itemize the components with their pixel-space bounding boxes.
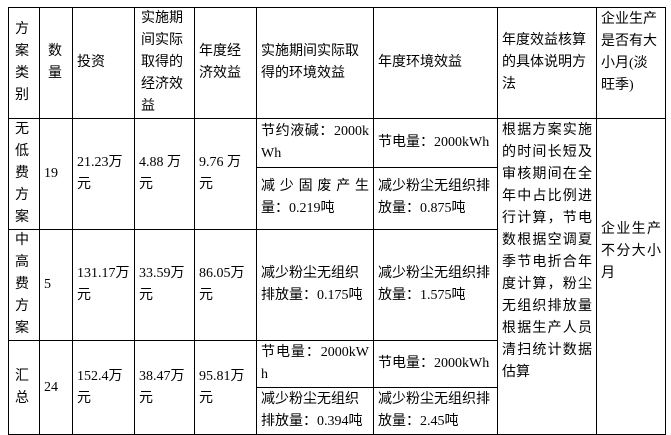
header-row: 方案类别 数量 投资 实施期间实际取得的经济效益 年度经济效益 实施期间实际取得…	[8, 7, 666, 119]
season-cell: 企业生产不分大小月	[596, 118, 666, 435]
count-cell: 24	[39, 340, 73, 435]
annual-econ-cell: 86.05万元	[194, 229, 257, 341]
annual-env-cell: 节电量：2000kWh	[373, 118, 498, 168]
method-cell: 根据方案实施的时间长短及审核期间在全年中占比例进行计算，节电数根据空调夏季节电折…	[497, 118, 597, 435]
table-row: 中高费方案 5 131.17万元 33.59万元 86.05万元 减少粉尘无组织…	[8, 229, 666, 341]
annual-env-cell: 减少粉尘无组织排放量：2.45吨	[373, 387, 498, 435]
header-cell: 投资	[72, 7, 135, 119]
period-env-cell: 节约液碱：2000kWh	[256, 118, 374, 168]
header-cell: 数量	[39, 7, 73, 119]
header-cell: 企业生产是否有大小月(淡旺季)	[596, 7, 666, 119]
period-econ-cell: 4.88 万元	[134, 118, 195, 230]
header-cell: 方案类别	[8, 7, 40, 119]
header-cell: 年度经济效益	[194, 7, 257, 119]
count-cell: 19	[39, 118, 73, 230]
period-env-cell: 节电量：2000kWh	[256, 340, 374, 388]
benefit-table: 方案类别 数量 投资 实施期间实际取得的经济效益 年度经济效益 实施期间实际取得…	[8, 7, 666, 435]
annual-econ-cell: 9.76 万元	[194, 118, 257, 230]
investment-cell: 21.23万元	[72, 118, 135, 230]
annual-env-cell: 节电量：2000kWh	[373, 340, 498, 388]
annual-env-cell: 减少粉尘无组织排放量：0.875吨	[373, 166, 498, 231]
period-econ-cell: 33.59万元	[134, 229, 195, 341]
count-cell: 5	[39, 229, 73, 341]
period-econ-cell: 38.47万元	[134, 340, 195, 435]
period-env-cell: 减少粉尘无组织排放量：0.175吨	[256, 229, 374, 341]
table-row: 减少固废产生量：0.219吨 减少粉尘无组织排放量：0.875吨	[9, 166, 666, 231]
period-env-cell: 减少固废产生量：0.219吨	[256, 166, 374, 231]
table-row: 无低费方案 19 21.23万元 4.88 万元 9.76 万元 节约液碱：20…	[8, 118, 666, 435]
header-cell: 年度效益核算的具体说明方法	[497, 7, 597, 119]
annual-econ-cell: 95.81万元	[194, 340, 257, 435]
category-cell: 中高费方案	[8, 229, 40, 341]
category-cell: 汇总	[8, 340, 40, 435]
annual-env-cell: 减少粉尘无组织排放量：1.575吨	[373, 229, 498, 341]
category-cell: 无低费方案	[8, 118, 40, 230]
header-cell: 实施期间实际取得的环境效益	[256, 7, 374, 119]
investment-cell: 152.4万元	[72, 340, 135, 435]
period-env-cell: 减少粉尘无组织排放量：0.394吨	[256, 387, 374, 435]
header-cell: 实施期间实际取得的经济效益	[134, 7, 195, 119]
investment-cell: 131.17万元	[72, 229, 135, 341]
header-cell: 年度环境效益	[373, 7, 498, 119]
